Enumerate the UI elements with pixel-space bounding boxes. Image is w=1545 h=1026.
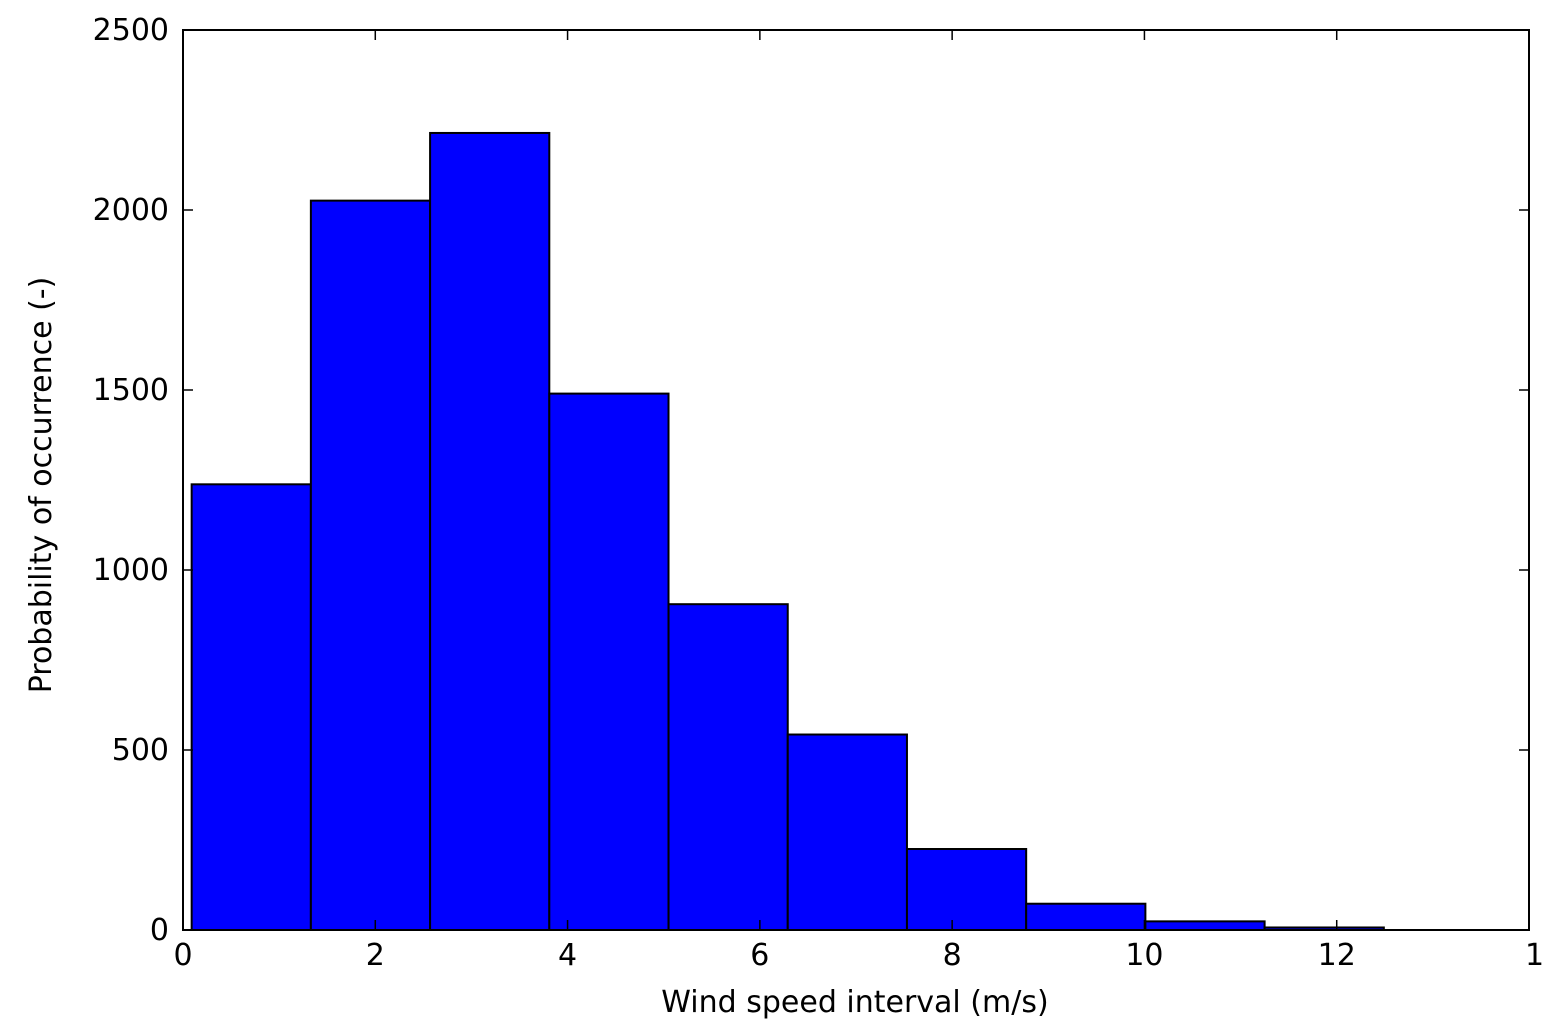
y-tick-label: 2000 — [93, 193, 169, 228]
y-tick-label: 2500 — [93, 13, 169, 48]
histogram-bar — [429, 131, 551, 931]
ticks-layer — [182, 29, 1530, 931]
y-tick-label: 0 — [150, 913, 169, 948]
y-tick-label: 1000 — [93, 553, 169, 588]
y-tick-label: 1500 — [93, 373, 169, 408]
histogram-bar — [190, 483, 312, 931]
plot-frame — [182, 29, 1530, 931]
x-tick-label: 8 — [943, 938, 962, 973]
tick-labels-layer: 0 2 4 6 8 10 12 14 0 500 1000 1500 2000 2500 — [93, 13, 1545, 973]
x-tick-label: 4 — [558, 938, 577, 973]
x-tick-label: 12 — [1318, 938, 1356, 973]
histogram-bar — [1144, 920, 1266, 931]
histogram-bar — [905, 848, 1028, 931]
histogram-bar — [667, 603, 789, 931]
histogram-bar — [309, 199, 432, 931]
histogram-bar — [548, 392, 670, 932]
x-tick-label: 14 — [1525, 938, 1545, 973]
x-tick-label: 0 — [173, 938, 192, 973]
y-tick-label: 500 — [112, 733, 169, 768]
x-tick-label: 10 — [1125, 938, 1163, 973]
x-axis-label: Wind speed interval (m/s) — [661, 985, 1048, 1020]
bars-layer — [190, 131, 1385, 932]
x-tick-label: 6 — [750, 938, 769, 973]
histogram-bar — [1025, 902, 1147, 931]
y-axis-label: Probability of occurrence (-) — [24, 277, 59, 694]
x-tick-label: 2 — [366, 938, 385, 973]
histogram-bar — [786, 733, 908, 932]
